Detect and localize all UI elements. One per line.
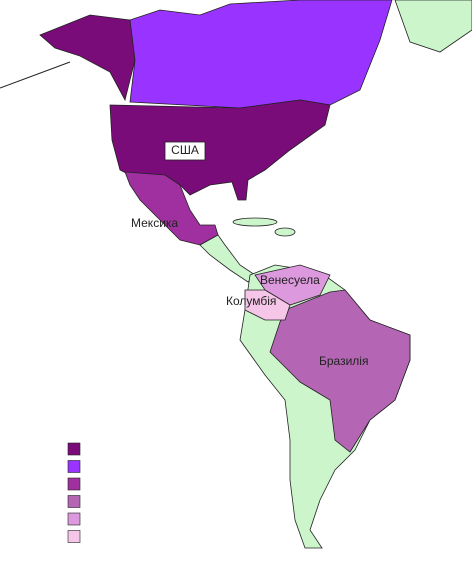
legend	[67, 442, 81, 543]
legend-swatch	[67, 512, 81, 526]
legend-swatch	[67, 442, 81, 456]
country-label: Мексика	[131, 216, 178, 230]
legend-swatch	[67, 477, 81, 491]
aleutian-line	[0, 61, 71, 89]
colombia	[244, 289, 291, 321]
legend-swatch	[67, 530, 81, 543]
alaska	[39, 14, 136, 102]
greenland	[394, 0, 472, 53]
country-label: Венесуела	[260, 273, 320, 287]
country-label: США	[171, 143, 199, 157]
label-box	[164, 141, 206, 161]
legend-swatch	[67, 460, 81, 473]
country-label: Колумбія	[226, 294, 276, 308]
canada	[129, 0, 393, 109]
cuba	[232, 217, 278, 227]
legend-swatch	[67, 495, 81, 508]
country-label: Бразилія	[319, 354, 368, 368]
brazil	[269, 289, 411, 453]
hispaniola	[274, 227, 296, 237]
